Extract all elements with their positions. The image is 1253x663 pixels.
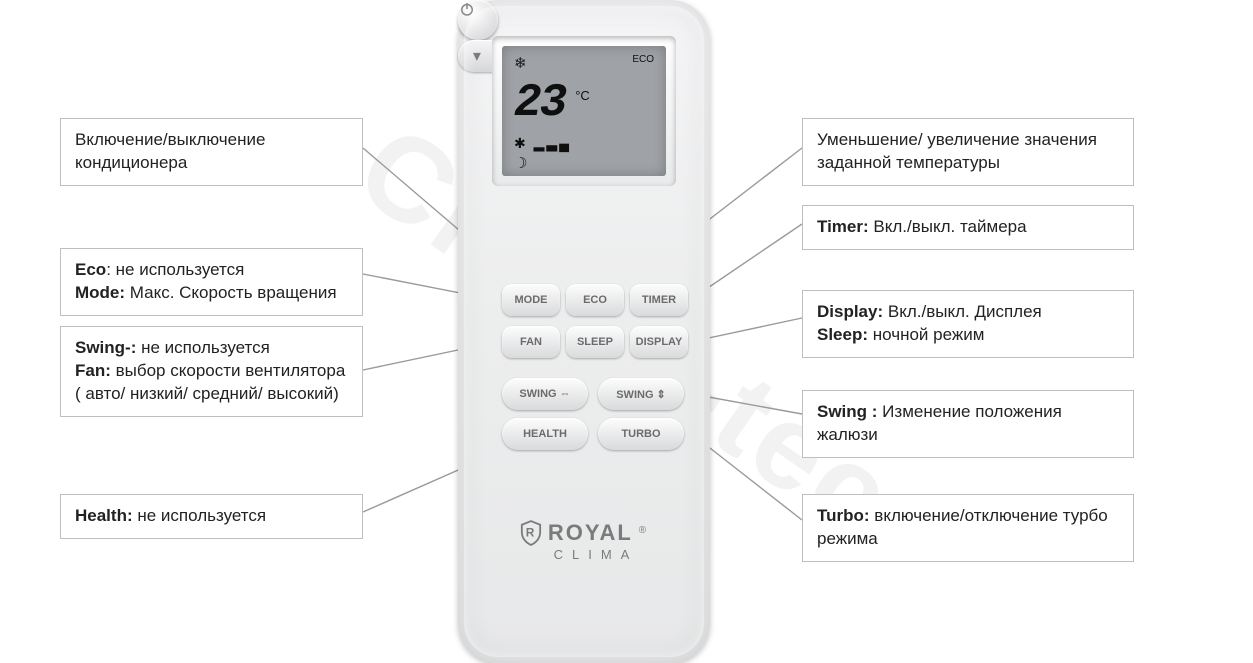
health-button[interactable]: HEALTH [502,418,588,450]
remote-body: ❄ ECO 23 °C ✱ ▂▃▄ ☽ ▾ [458,0,710,663]
callout-L1: Включение/выключение кондиционера [60,118,363,186]
swing-v-button[interactable]: SWING ⇕ [598,378,684,410]
timer-button[interactable]: TIMER [630,284,688,316]
eco-button[interactable]: ECO [566,284,624,316]
callout-L2: Eco: не используетсяMode: Макс. Скорость… [60,248,363,316]
shield-icon: R [520,520,542,546]
power-button[interactable] [458,0,498,40]
fan-speed-bars: ▂▃▄ [534,135,571,151]
brand-block: R ROYAL ® CLIMA [458,520,710,562]
fan-icon: ✱ [514,135,528,151]
temp-down-icon: ▾ [473,46,481,66]
temperature-value: 23 [514,77,565,129]
svg-text:R: R [526,526,536,540]
fan-button[interactable]: FAN [502,326,560,358]
lcd-screen: ❄ ECO 23 °C ✱ ▂▃▄ ☽ [502,46,666,176]
power-icon [458,0,476,18]
brand-reg: ® [639,525,648,536]
swing-h-button[interactable]: SWING ⇔ [502,378,588,410]
callout-L3: Swing-: не используетсяFan: выбор скорос… [60,326,363,417]
callout-R4: Swing : Изменение положения жалюзи [802,390,1134,458]
brand-name: ROYAL [548,520,633,546]
lcd-frame: ❄ ECO 23 °C ✱ ▂▃▄ ☽ [492,36,676,186]
temperature-unit: °C [575,88,590,103]
brand-sub: CLIMA [482,547,710,562]
sleep-button[interactable]: SLEEP [566,326,624,358]
moon-icon: ☽ [514,154,527,172]
callout-R2: Timer: Вкл./выкл. таймера [802,205,1134,250]
mode-button[interactable]: MODE [502,284,560,316]
snowflake-icon: ❄ [514,54,527,76]
eco-indicator: ECO [632,54,654,76]
callout-R5: Turbo: включение/отключение турбо режима [802,494,1134,562]
display-button[interactable]: DISPLAY [630,326,688,358]
callout-R3: Display: Вкл./выкл. ДисплеяSleep: ночной… [802,290,1134,358]
diagram-stage: Climat-tec ❄ ECO 23 °C ✱ ▂▃▄ ☽ [0,0,1253,663]
callout-R1: Уменьшение/ увеличение значения заданной… [802,118,1134,186]
callout-L4: Health: не используется [60,494,363,539]
turbo-button[interactable]: TURBO [598,418,684,450]
